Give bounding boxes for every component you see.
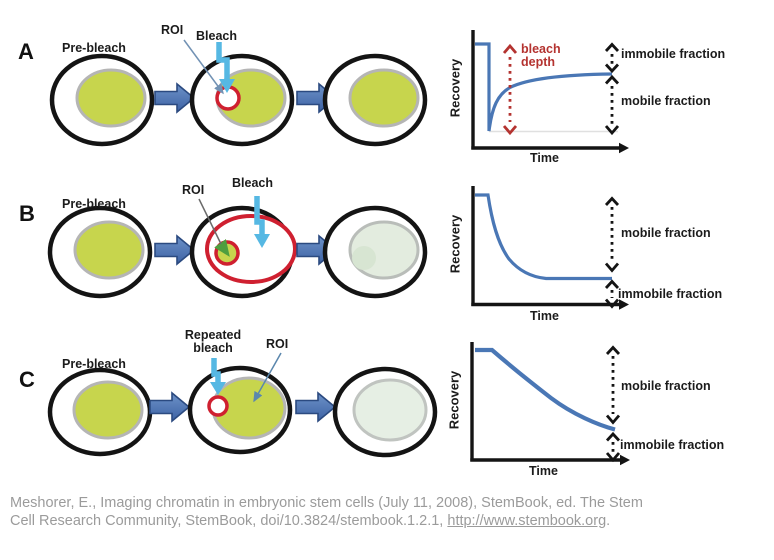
nucleus-bleached bbox=[352, 378, 428, 442]
bleach-depth-label: bleach depth bbox=[521, 42, 561, 69]
roi-pointer-line bbox=[198, 198, 222, 245]
x-axis-arrowhead-icon bbox=[619, 299, 629, 310]
panel-a: A Pre-bleach ROI Bleach bleach depth imm… bbox=[0, 0, 774, 170]
arrow-up-icon bbox=[604, 74, 620, 85]
arrow-up-icon bbox=[605, 431, 621, 442]
x-axis-arrowhead-icon bbox=[620, 454, 630, 466]
arrow-down-icon bbox=[605, 452, 621, 463]
arrow-up-icon bbox=[604, 196, 620, 206]
roi-pointer-line bbox=[183, 39, 224, 95]
bleach-label: Bleach bbox=[232, 176, 273, 190]
pre-bleach-label: Pre-bleach bbox=[62, 357, 126, 371]
x-axis-label: Time bbox=[529, 464, 558, 478]
stembook-link[interactable]: http://www.stembook.org bbox=[447, 512, 607, 529]
panel-letter: C bbox=[19, 367, 35, 392]
panel-b-illustration bbox=[47, 186, 629, 310]
arrow-down-icon bbox=[604, 298, 620, 309]
bleach-arrowhead-icon bbox=[219, 79, 235, 93]
panel-letter: A bbox=[18, 39, 34, 64]
nucleus-fluorescent bbox=[75, 68, 147, 128]
arrow-up-icon bbox=[605, 345, 621, 355]
repeated-bleach-spot bbox=[207, 395, 229, 417]
nucleus-fluorescent bbox=[72, 380, 144, 440]
y-axis-label: Recovery bbox=[447, 214, 463, 274]
roi-inner-arrow-icon bbox=[214, 239, 230, 257]
bleach-arrow-icon bbox=[211, 358, 221, 382]
arrow-down-icon bbox=[604, 262, 620, 273]
citation-line2: Cell Research Community, StemBook, doi/1… bbox=[10, 512, 611, 529]
roi-label: ROI bbox=[266, 337, 289, 351]
arrow-up-icon bbox=[604, 279, 620, 289]
step-arrow-icon bbox=[295, 391, 337, 423]
x-axis-label: Time bbox=[530, 309, 559, 323]
immobile-fraction-label: immobile fraction bbox=[621, 47, 726, 61]
step-arrow-icon bbox=[154, 82, 196, 114]
roi-pointer-line bbox=[253, 352, 282, 403]
bleach-arrow-icon bbox=[216, 42, 230, 80]
x-axis-label: Time bbox=[530, 151, 559, 165]
mobile-fraction-label: mobile fraction bbox=[621, 94, 711, 108]
arrow-up-icon bbox=[604, 42, 620, 52]
arrow-down-icon bbox=[604, 63, 620, 74]
roi-label: ROI bbox=[182, 183, 205, 197]
nucleus-fluorescent bbox=[73, 220, 145, 280]
bleach-label: Bleach bbox=[196, 29, 237, 43]
y-axis-label: Recovery bbox=[447, 58, 463, 118]
pre-bleach-label: Pre-bleach bbox=[62, 197, 126, 211]
bleach-arrow-icon bbox=[254, 196, 265, 234]
pre-bleach-label: Pre-bleach bbox=[62, 41, 126, 55]
step-arrow-icon bbox=[154, 234, 196, 266]
immobile-fraction-label: immobile fraction bbox=[620, 438, 725, 452]
step-arrow-icon bbox=[149, 391, 191, 423]
nucleus-recovered bbox=[348, 68, 420, 128]
panel-a-illustration bbox=[49, 30, 629, 154]
panel-b: B Pre-bleach ROI Bleach mobile fraction … bbox=[0, 170, 774, 330]
arrow-down-icon bbox=[502, 125, 518, 136]
loss-curve bbox=[475, 193, 612, 281]
panel-letter: B bbox=[19, 201, 35, 226]
roi-label: ROI bbox=[161, 23, 184, 37]
citation-line1: Meshorer, E., Imaging chromatin in embry… bbox=[10, 495, 643, 511]
bleach-arrowhead-icon bbox=[254, 234, 270, 248]
arrow-up-icon bbox=[502, 43, 518, 54]
mobile-fraction-label: mobile fraction bbox=[621, 379, 711, 393]
bleach-arrowhead-icon bbox=[210, 382, 226, 395]
arrow-down-icon bbox=[605, 414, 621, 425]
residual-roi-spot bbox=[352, 246, 376, 270]
arrow-down-icon bbox=[604, 125, 620, 136]
repeated-bleach-label: Repeated bleach bbox=[184, 328, 242, 355]
panel-c: C Pre-bleach Repeated bleach ROI mobile … bbox=[0, 328, 774, 495]
citation: Meshorer, E., Imaging chromatin in embry… bbox=[10, 495, 770, 530]
x-axis-arrowhead-icon bbox=[619, 142, 629, 154]
mobile-fraction-label: mobile fraction bbox=[621, 226, 711, 240]
loss-curve bbox=[475, 347, 616, 432]
panel-c-illustration bbox=[47, 342, 630, 466]
immobile-fraction-label: immobile fraction bbox=[618, 287, 723, 301]
y-axis-label: Recovery bbox=[446, 370, 462, 430]
